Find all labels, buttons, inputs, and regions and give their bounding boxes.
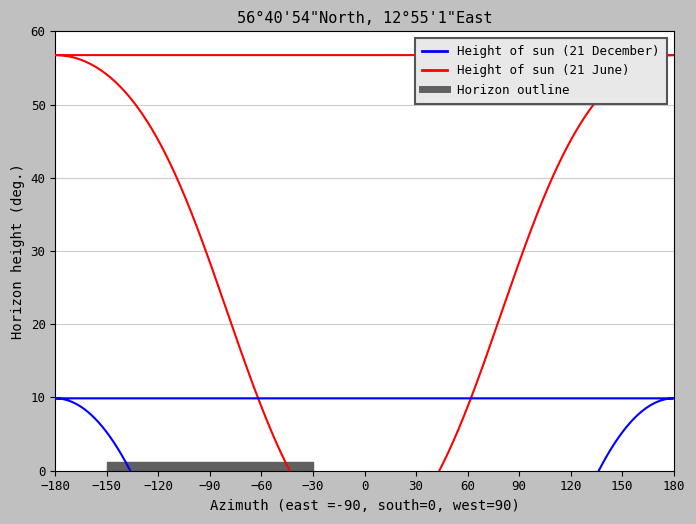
Y-axis label: Horizon height (deg.): Horizon height (deg.) <box>11 163 25 339</box>
Legend: Height of sun (21 December), Height of sun (21 June), Horizon outline: Height of sun (21 December), Height of s… <box>415 38 667 104</box>
X-axis label: Azimuth (east =-90, south=0, west=90): Azimuth (east =-90, south=0, west=90) <box>209 499 519 513</box>
Title: 56°40'54"North, 12°55'1"East: 56°40'54"North, 12°55'1"East <box>237 11 492 26</box>
